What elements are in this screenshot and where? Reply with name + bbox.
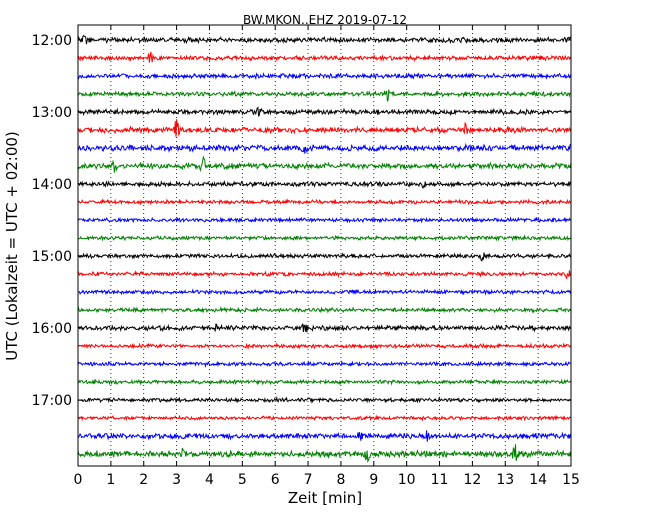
x-axis-label: Zeit [min] [288, 489, 362, 507]
seismic-traces [77, 34, 572, 463]
x-tick-label: 7 [304, 472, 313, 488]
trace-1445 [77, 234, 572, 242]
y-tick-label: 15:00 [32, 249, 72, 265]
trace-1515 [77, 269, 571, 279]
grid-lines [110, 25, 539, 466]
x-tick-label: 0 [74, 472, 83, 488]
x-tick-label: 1 [106, 472, 115, 488]
trace-1215 [77, 51, 572, 63]
x-tick-label: 5 [238, 472, 247, 488]
x-tick-label: 10 [398, 472, 416, 488]
y-tick-label: 17:00 [32, 393, 72, 409]
trace-1430 [77, 216, 571, 224]
trace-1415 [77, 198, 572, 206]
trace-1645 [77, 378, 572, 386]
trace-1500 [77, 252, 572, 262]
x-tick-label: 11 [431, 472, 449, 488]
y-tick-label: 16:00 [32, 321, 72, 337]
trace-1300 [77, 106, 571, 117]
plot-frame [77, 24, 572, 467]
y-tick-label: 13:00 [32, 105, 72, 121]
x-tick-label: 9 [369, 472, 378, 488]
trace-1345 [77, 155, 572, 173]
x-tick-label: 13 [496, 472, 514, 488]
y-axis-ticks: 12:00 13:00 14:00 15:00 16:00 17:00 [32, 33, 571, 409]
x-axis-ticks: 0 1 2 3 4 5 6 7 8 9 10 11 12 13 14 15 [74, 25, 580, 488]
x-tick-label: 15 [562, 472, 580, 488]
x-tick-label: 4 [205, 472, 214, 488]
trace-1700 [77, 396, 572, 404]
trace-1600 [78, 323, 572, 333]
chart-title: BW.MKON..EHZ 2019-07-12 [243, 13, 407, 27]
x-tick-label: 8 [336, 472, 345, 488]
trace-1545 [77, 305, 572, 314]
y-tick-label: 14:00 [32, 177, 72, 193]
trace-1245 [77, 89, 571, 103]
x-tick-label: 3 [172, 472, 181, 488]
trace-1315 [77, 119, 572, 137]
trace-1330 [77, 142, 572, 154]
y-axis-label: UTC (Lokalzeit = UTC + 02:00) [3, 131, 21, 361]
x-tick-label: 6 [271, 472, 280, 488]
x-tick-label: 2 [139, 472, 148, 488]
trace-1230 [77, 72, 572, 81]
x-tick-label: 14 [529, 472, 547, 488]
trace-1745 [77, 444, 572, 463]
trace-1200 [77, 34, 572, 45]
trace-1530 [77, 288, 572, 296]
trace-1630 [77, 360, 571, 369]
y-tick-label: 12:00 [32, 33, 72, 49]
trace-1400 [77, 179, 572, 189]
trace-1730 [77, 430, 572, 442]
x-tick-label: 12 [463, 472, 481, 488]
trace-1715 [77, 414, 571, 422]
trace-1615 [77, 342, 572, 350]
